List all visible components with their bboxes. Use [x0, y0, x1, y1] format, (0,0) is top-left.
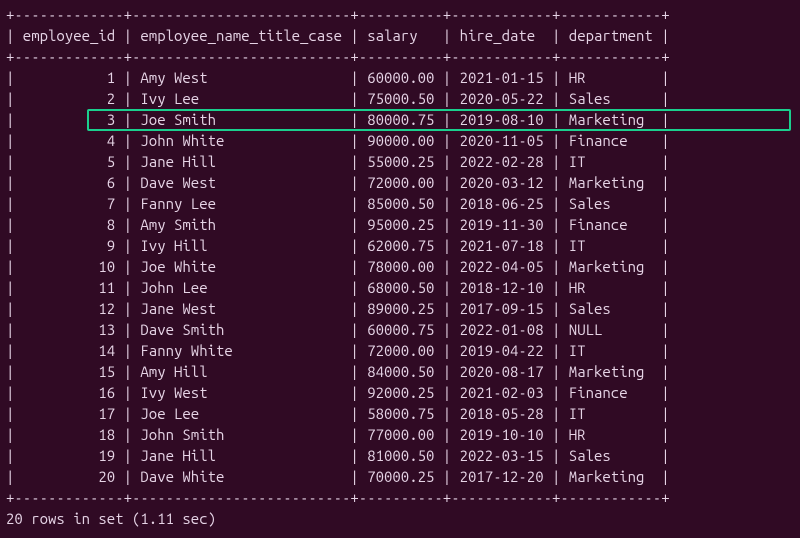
- mysql-output: +-------------+-------------------------…: [0, 0, 800, 533]
